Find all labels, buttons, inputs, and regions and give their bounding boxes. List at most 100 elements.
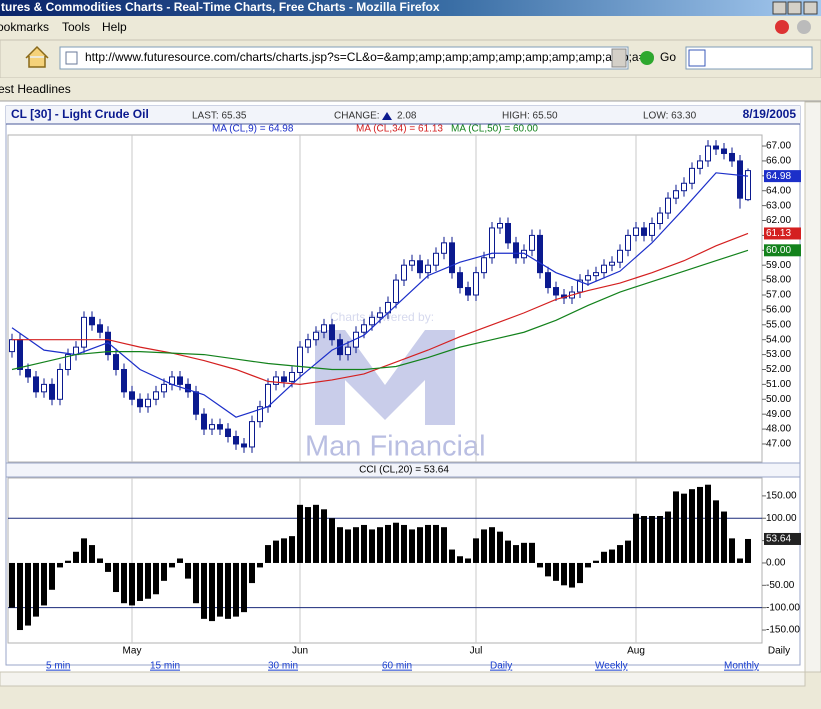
cci-bar (369, 529, 375, 563)
maximize-button[interactable] (787, 1, 802, 15)
y-tick-label: 52.00 (766, 364, 791, 375)
menu-item[interactable]: ookmarks (0, 20, 49, 34)
cci-bar (721, 511, 727, 563)
candle-body (121, 368, 127, 393)
bookmark[interactable]: est Headlines (0, 82, 71, 96)
candle-body (241, 443, 247, 448)
y-tick-label: 0.00 (766, 558, 786, 569)
chart-date: 8/19/2005 (743, 107, 797, 121)
candle-body (185, 383, 191, 393)
cci-bar (113, 562, 119, 593)
candle-body (321, 324, 327, 333)
search-box[interactable] (685, 46, 813, 70)
url-dropdown[interactable] (611, 48, 627, 68)
candle-body (705, 145, 711, 162)
change-label: CHANGE: (334, 111, 380, 122)
go-icon[interactable] (640, 51, 654, 65)
ma-value-label: 61.13 (766, 228, 791, 239)
cci-bar (329, 518, 335, 563)
interval-link[interactable]: Weekly (595, 661, 628, 672)
cci-bar (737, 558, 743, 563)
cci-bar (249, 562, 255, 584)
interval-link[interactable]: 30 min (268, 661, 298, 672)
candle-body (9, 339, 15, 353)
chart-title: CL [30] - Light Crude Oil (11, 107, 149, 121)
candle-body (265, 383, 271, 408)
stat-low: LOW: 63.30 (643, 111, 697, 122)
candle-body (233, 436, 239, 445)
h-scrollbar[interactable] (0, 671, 806, 687)
legend-entry: MA (CL,9) = 64.98 (212, 124, 294, 135)
candle-body (361, 324, 367, 333)
stop-icon[interactable] (775, 20, 789, 34)
cci-bar (569, 562, 575, 588)
y-tick-label: 47.00 (766, 439, 791, 450)
candle-body (417, 260, 423, 274)
candle-body (137, 398, 143, 408)
candle-body (449, 242, 455, 274)
interval-link[interactable]: 5 min (46, 661, 70, 672)
candle-body (129, 391, 135, 400)
y-tick-label: 49.00 (766, 409, 791, 420)
candle-body (209, 424, 215, 430)
x-tick-label: Jun (292, 646, 308, 657)
settings-icon[interactable] (797, 20, 811, 34)
candle-body (401, 264, 407, 281)
close-button[interactable] (803, 1, 818, 15)
cci-bar (545, 562, 551, 577)
cci-bar (201, 562, 207, 619)
cci-bar (497, 531, 503, 563)
menu-item[interactable]: Tools (62, 20, 90, 34)
candle-body (161, 383, 167, 393)
cci-bar (697, 486, 703, 563)
candle-body (457, 272, 463, 289)
url-text: http://www.futuresource.com/charts/chart… (85, 50, 655, 64)
candle-body (577, 279, 583, 293)
ma-line (11, 249, 749, 371)
candle-body (729, 152, 735, 162)
cci-bar (593, 560, 599, 563)
menu-item[interactable]: Help (102, 20, 127, 34)
interval-link[interactable]: Monthly (724, 661, 759, 672)
candle-body (65, 354, 71, 370)
chart-header (6, 106, 800, 124)
search-engine-icon[interactable] (688, 49, 706, 67)
candle-body (89, 316, 95, 326)
candle-body (409, 260, 415, 266)
go-button[interactable]: Go (660, 50, 676, 64)
candle-body (657, 212, 663, 224)
cci-bar (177, 558, 183, 563)
interval-link[interactable]: 60 min (382, 661, 412, 672)
cci-bar (681, 493, 687, 563)
y-tick-label: 66.00 (766, 156, 791, 167)
candle-body (737, 160, 743, 199)
v-scrollbar[interactable] (804, 101, 821, 673)
interval-link[interactable]: Daily (490, 661, 512, 672)
cci-bar (129, 562, 135, 606)
candle-body (745, 170, 751, 201)
cci-bar (241, 562, 247, 613)
candle-body (273, 376, 279, 385)
candle-body (57, 368, 63, 400)
candle-body (601, 264, 607, 274)
candle-body (713, 145, 719, 150)
cci-bar (313, 504, 319, 563)
cci-title: CCI (CL,20) = 53.64 (359, 465, 449, 476)
cci-bar (193, 562, 199, 604)
cci-bar (457, 556, 463, 563)
candle-body (593, 272, 599, 277)
legend-entry: MA (CL,34) = 61.13 (356, 124, 443, 135)
cci-bar (361, 524, 367, 563)
home-icon[interactable] (25, 45, 49, 68)
interval-link[interactable]: 15 min (150, 661, 180, 672)
cci-bar (65, 560, 71, 563)
cci-bar (265, 545, 271, 563)
cci-bar (465, 558, 471, 563)
candle-body (217, 424, 223, 430)
url-box[interactable] (59, 46, 629, 70)
minimize-button[interactable] (772, 1, 787, 15)
cci-bar (233, 562, 239, 617)
cci-bar (25, 562, 31, 626)
cci-bar (137, 562, 143, 601)
